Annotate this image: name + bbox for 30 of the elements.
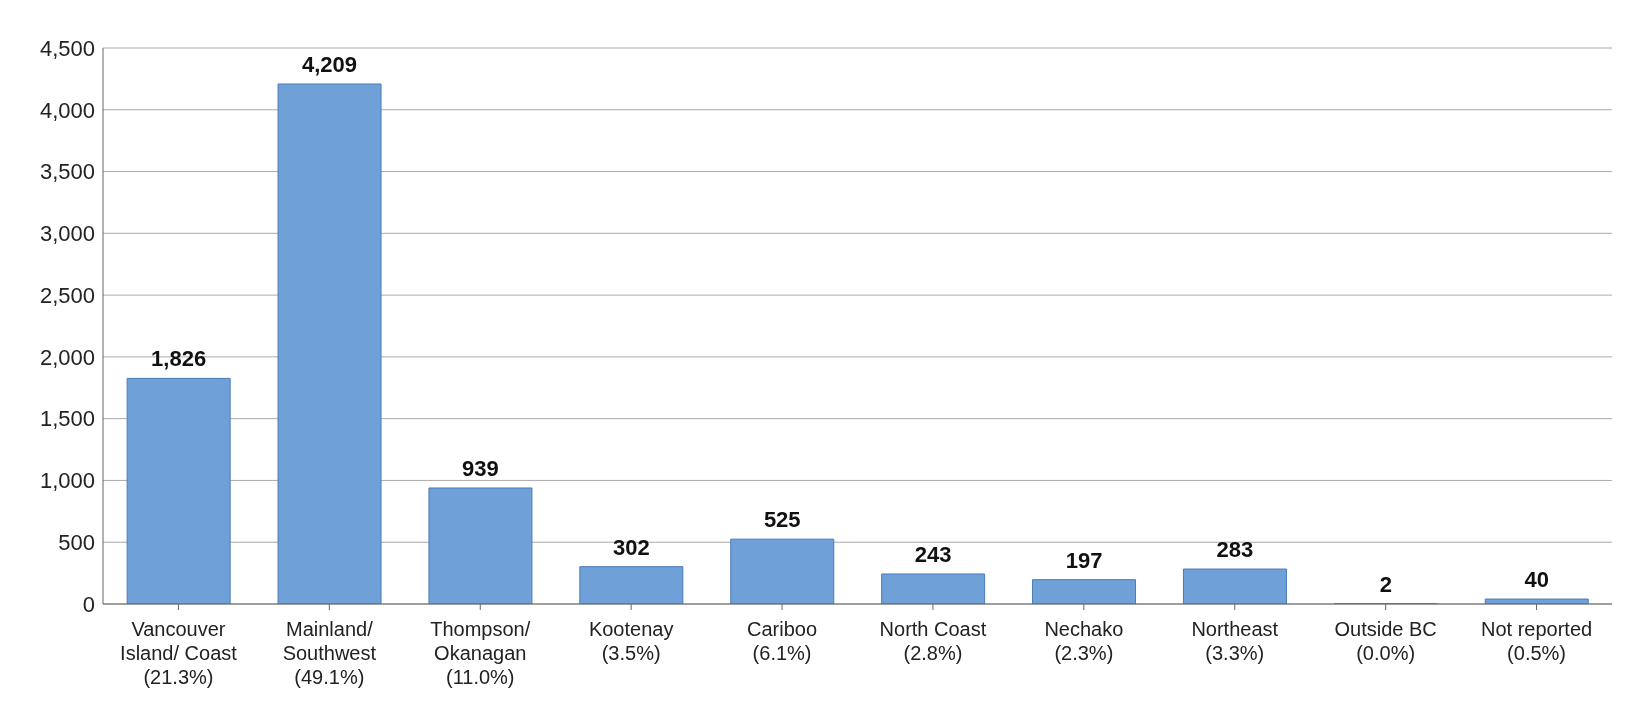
- y-tick-label: 4,500: [39, 35, 95, 61]
- data-label: 40: [1524, 567, 1549, 593]
- data-label: 197: [1065, 547, 1103, 573]
- x-tick-label: Nechako (2.3%): [1044, 618, 1124, 664]
- x-tick-label: Northeast (3.3%): [1191, 618, 1279, 664]
- data-label: 939: [462, 455, 499, 481]
- y-tick-label: 3,500: [39, 159, 95, 185]
- x-tick-label: Outside BC (0.0%): [1334, 618, 1437, 664]
- x-tick-label: Kootenay (3.5%): [588, 618, 674, 664]
- data-label: 4,209: [302, 51, 358, 77]
- x-tick-label: Not reported (0.5%): [1480, 618, 1593, 664]
- data-label: 525: [763, 507, 801, 533]
- data-label: 283: [1216, 537, 1254, 563]
- data-label: 302: [612, 534, 650, 560]
- y-tick-label: 1,000: [39, 468, 95, 494]
- y-tick-label: 4,000: [39, 97, 95, 123]
- data-label: 243: [914, 541, 952, 567]
- data-label: 1,826: [151, 346, 207, 372]
- y-tick-label: 2,000: [39, 344, 95, 370]
- x-tick-label: Vancouver Island/ Coast (21.3%): [120, 618, 238, 688]
- x-tick-label: Cariboo (6.1%): [747, 618, 818, 664]
- x-tick-label: North Coast (2.8%): [879, 618, 987, 664]
- y-tick-label: 3,000: [39, 221, 95, 247]
- y-tick-label: 0: [82, 591, 95, 617]
- data-label: 2: [1379, 571, 1392, 597]
- x-tick-label: Mainland/ Southwest (49.1%): [282, 618, 377, 688]
- y-tick-label: 500: [58, 530, 95, 556]
- y-tick-label: 2,500: [39, 282, 95, 308]
- y-tick-label: 1,500: [39, 406, 95, 432]
- x-tick-label: Thompson/ Okanagan (11.0%): [430, 618, 531, 688]
